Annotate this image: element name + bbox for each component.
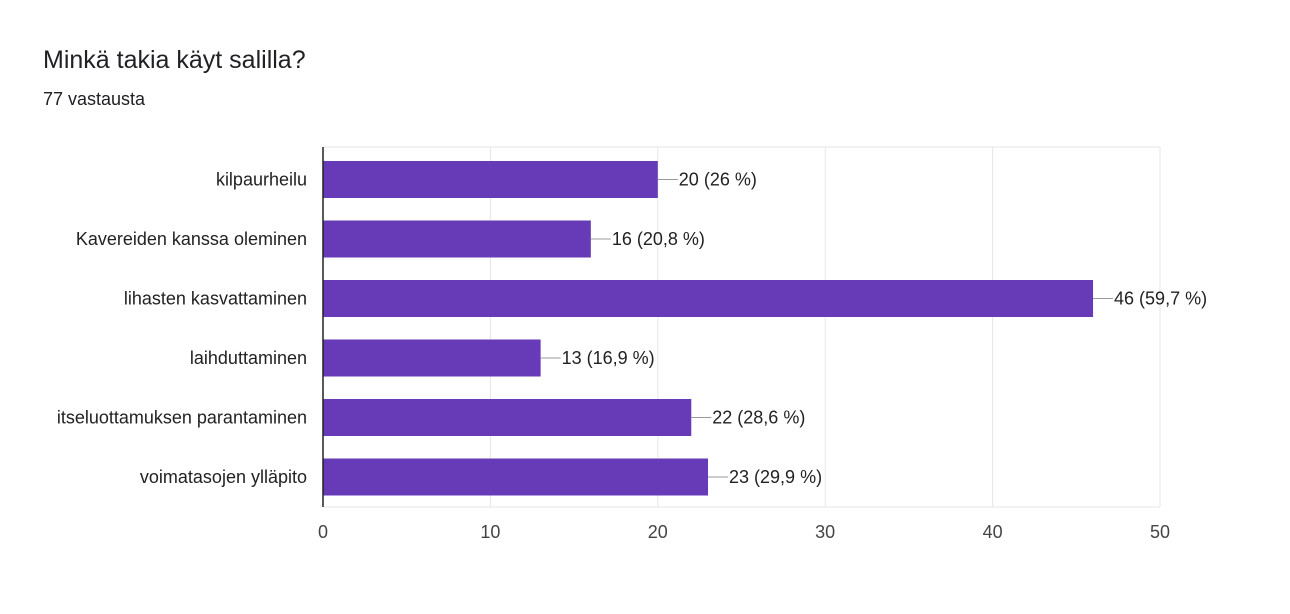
- bar: [323, 280, 1094, 317]
- bar: [323, 399, 692, 436]
- category-label: laihduttaminen: [190, 348, 307, 368]
- value-label: 22 (28,6 %): [712, 408, 805, 428]
- category-label: itseluottamuksen parantaminen: [57, 408, 307, 428]
- bar: [323, 161, 658, 198]
- value-label: 46 (59,7 %): [1114, 289, 1207, 309]
- value-label: 20 (26 %): [679, 170, 757, 190]
- bar: [323, 339, 541, 377]
- category-label: voimatasojen ylläpito: [140, 467, 307, 487]
- value-label: 13 (16,9 %): [562, 348, 655, 368]
- x-tick-label: 40: [983, 522, 1003, 542]
- category-label: lihasten kasvattaminen: [124, 289, 307, 309]
- x-tick-label: 10: [480, 522, 500, 542]
- x-tick-label: 0: [318, 522, 328, 542]
- value-label: 16 (20,8 %): [612, 229, 705, 249]
- response-count: 77 vastausta: [43, 89, 146, 109]
- bar: [323, 220, 591, 258]
- value-label: 23 (29,9 %): [729, 467, 822, 487]
- category-label: Kavereiden kanssa oleminen: [76, 229, 307, 249]
- category-label: kilpaurheilu: [216, 170, 307, 190]
- bar: [323, 458, 709, 496]
- x-tick-label: 30: [815, 522, 835, 542]
- x-tick-label: 20: [648, 522, 668, 542]
- x-tick-label: 50: [1150, 522, 1170, 542]
- chart-title: Minkä takia käyt salilla?: [43, 46, 306, 74]
